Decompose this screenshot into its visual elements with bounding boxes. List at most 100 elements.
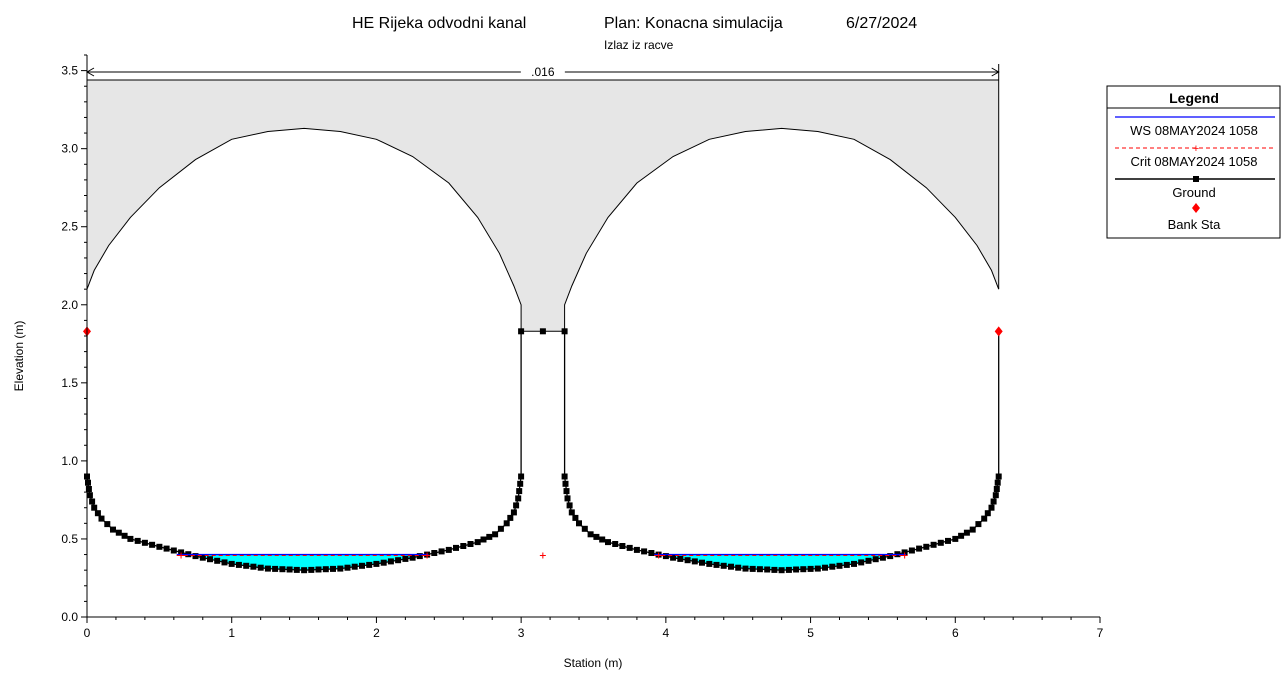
ground-point — [778, 567, 785, 574]
ground-point — [992, 492, 999, 499]
ground-point — [587, 531, 594, 538]
ground-point — [879, 554, 886, 561]
crit-marker — [655, 552, 662, 559]
ground-point — [937, 539, 944, 546]
ground-point — [990, 498, 997, 505]
ground-point — [149, 541, 156, 548]
ground-point — [568, 509, 575, 516]
ground-point — [402, 555, 409, 562]
x-tick-label: 4 — [663, 626, 670, 640]
y-tick-label: 2.5 — [61, 220, 78, 234]
ground-point — [510, 509, 517, 516]
ground-point — [963, 529, 970, 536]
legend-ground-label: Ground — [1172, 185, 1215, 200]
crit-marker — [178, 552, 185, 559]
ground-point — [814, 565, 821, 572]
ground-point — [605, 539, 611, 546]
ground-point — [564, 495, 571, 502]
plot-area: .016 0.0 0.5 1.0 1.5 2.0 2.5 3.0 3.5 0 1 2 3 4 5 6 7 — [61, 54, 1104, 640]
legend-crit-marker: + — [1193, 143, 1199, 155]
ground-point — [662, 553, 669, 560]
ground-point — [127, 535, 134, 542]
ground-point — [497, 525, 504, 532]
ground-point — [141, 539, 148, 546]
y-tick-label: 3.0 — [61, 142, 78, 156]
water-fill — [176, 554, 429, 571]
ground-point — [104, 521, 111, 528]
concrete-fill — [87, 80, 999, 332]
ground-point — [98, 515, 105, 522]
ground-point — [988, 504, 995, 511]
legend-box — [1106, 85, 1281, 239]
ground-point — [170, 547, 177, 554]
ground-point — [308, 566, 315, 573]
ground-point — [409, 554, 416, 561]
ground-point — [221, 559, 228, 566]
ground-right-arch — [564, 127, 1000, 332]
ground-point — [969, 526, 976, 533]
ground-point — [330, 565, 336, 572]
ground-point — [91, 504, 98, 511]
ground-point — [286, 566, 293, 573]
ground-point — [626, 544, 633, 551]
ground-point — [264, 565, 271, 572]
ground-point — [581, 525, 588, 532]
ground-point — [85, 479, 91, 486]
ground-point — [207, 556, 213, 563]
ground-point — [115, 529, 122, 536]
ground-point — [994, 479, 1001, 486]
ground-point — [359, 562, 365, 569]
ground-point — [563, 488, 570, 495]
ground-point — [480, 536, 487, 543]
ground-point — [513, 502, 520, 509]
ground-point — [515, 495, 522, 502]
ground-point — [566, 502, 573, 509]
crit-marker — [539, 552, 546, 559]
ground-point — [445, 546, 452, 553]
x-tick-label: 1 — [228, 626, 235, 640]
ground-point — [438, 548, 445, 555]
ground-point — [250, 563, 257, 570]
ground-point — [492, 531, 499, 538]
ground-point — [793, 566, 800, 573]
ground-point — [691, 558, 698, 565]
ground-point — [156, 543, 163, 550]
x-tick-label: 7 — [1097, 626, 1104, 640]
ground-point — [619, 543, 626, 549]
ground-point — [593, 533, 600, 540]
ground-point — [984, 510, 991, 517]
chart-title-date: 6/27/2024 — [846, 15, 917, 32]
chart-subtitle: Izlaz iz racve — [604, 38, 674, 52]
chart-title-plan: Plan: Konacna simulacija — [604, 15, 783, 32]
ground-point — [279, 566, 286, 573]
ground-point — [121, 532, 128, 539]
ground-point — [993, 486, 1000, 492]
ground-point — [677, 555, 684, 562]
x-tick-label: 3 — [518, 626, 525, 640]
x-tick-label: 0 — [84, 626, 91, 640]
ground-point — [641, 548, 648, 555]
ground-point — [163, 545, 170, 552]
ground-point — [865, 557, 872, 564]
ground-point — [453, 544, 459, 551]
ground-point — [958, 532, 965, 539]
ground-point — [322, 566, 329, 573]
ground-point — [337, 565, 344, 572]
ground-point — [749, 565, 756, 572]
ground-point — [807, 565, 814, 572]
ground-point — [720, 562, 727, 569]
y-axis-label: Elevation (m) — [12, 321, 26, 392]
crit-marker — [901, 552, 908, 559]
legend-crit-label: Crit 08MAY2024 1058 — [1131, 154, 1258, 169]
ground-point — [901, 549, 908, 556]
ground-point — [923, 543, 930, 550]
ground-left-invert — [86, 331, 522, 571]
ground-point — [742, 565, 749, 572]
ground-point — [706, 560, 713, 567]
ground-point — [293, 566, 300, 573]
ground-point — [301, 567, 308, 574]
chart-title-project: HE Rijeka odvodni kanal — [352, 15, 526, 32]
ground-point — [561, 328, 568, 335]
ground-point — [945, 537, 951, 544]
